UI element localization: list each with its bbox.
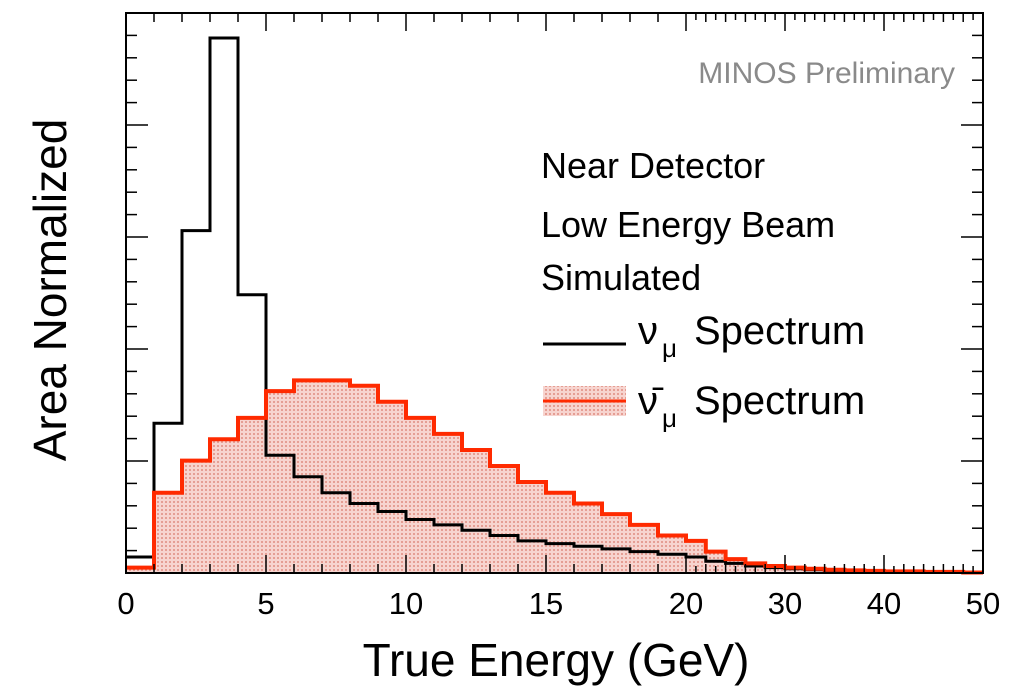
bar-numubar-9: [378, 402, 406, 573]
tick-group: [125, 12, 984, 574]
bar-numubar-2: [182, 461, 210, 573]
legend: ν μ Spectrum ν̄ μ Spectrum: [543, 309, 865, 433]
bar-numubar-15: [546, 493, 574, 573]
bar-numubar-7: [322, 380, 350, 573]
bar-numubar-6: [294, 380, 322, 573]
bar-numubar-4: [238, 418, 266, 573]
bar-numubar-19: [658, 536, 686, 573]
legend-subscript-numubar: μ: [662, 403, 677, 433]
annotation-line-1: Near Detector: [541, 145, 765, 186]
bar-numubar-3: [210, 439, 238, 573]
bar-numubar-18: [630, 525, 658, 573]
x-axis-label: True Energy (GeV): [363, 634, 750, 686]
x-tick-label-0: 0: [117, 586, 134, 621]
legend-text-numubar: Spectrum: [694, 379, 865, 423]
bar-numubar-11: [434, 434, 462, 573]
watermark: MINOS Preliminary: [698, 57, 955, 90]
x-tick-label-50: 50: [966, 586, 1000, 621]
x-tick-label-40: 40: [867, 586, 901, 621]
x-tick-label-30: 30: [768, 586, 802, 621]
bar-numubar-8: [350, 386, 378, 573]
legend-text-numu: Spectrum: [694, 309, 865, 353]
x-tick-label-20: 20: [669, 586, 703, 621]
bar-numubar-13: [490, 466, 518, 573]
legend-subscript-numu: μ: [662, 333, 677, 363]
plot-frame: [125, 12, 984, 574]
bar-numubar-16: [574, 503, 602, 573]
annotation-line-2: Low Energy Beam: [541, 204, 835, 245]
y-axis-label: Area Normalized: [24, 119, 76, 462]
bar-numubar-14: [518, 482, 546, 573]
annotation-line-3: Simulated: [541, 257, 701, 298]
legend-symbol-numu: ν: [638, 309, 658, 353]
series-group: [126, 36, 983, 575]
x-tick-label-15: 15: [529, 586, 563, 621]
bar-numubar-1: [154, 493, 182, 573]
x-tick-label-5: 5: [257, 586, 274, 621]
x-tick-label-10: 10: [389, 586, 423, 621]
series-numubar-fill: [126, 380, 983, 573]
x-tick-labels: 0 5 10 15 20 30 40 50: [117, 586, 1000, 621]
legend-symbol-numubar: ν̄: [638, 379, 664, 423]
bar-numubar-10: [406, 418, 434, 573]
bar-numubar-5: [266, 391, 294, 573]
bar-numubar-12: [462, 450, 490, 573]
bar-numubar-17: [602, 514, 630, 573]
